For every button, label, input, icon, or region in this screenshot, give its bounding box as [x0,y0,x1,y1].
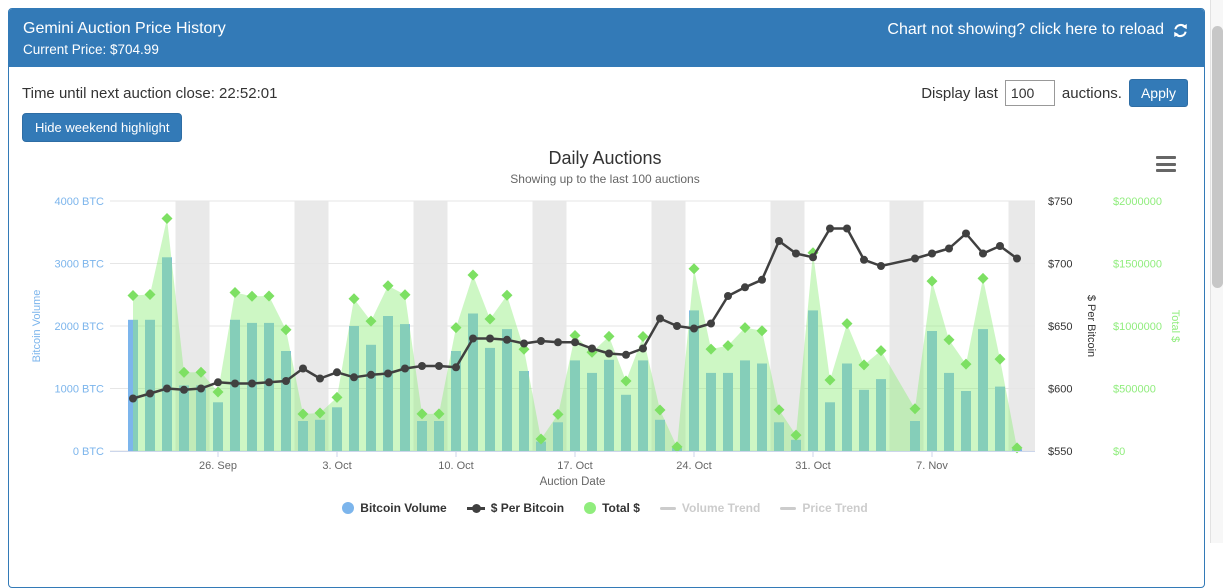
auctions-count-input[interactable] [1004,80,1055,106]
svg-text:$600: $600 [1048,384,1072,396]
hamburger-icon [1156,169,1176,172]
current-price: Current Price: $704.99 [23,42,159,57]
legend-item-bitcoin-volume[interactable]: Bitcoin Volume [342,501,447,515]
svg-text:$ Per Bitcoin: $ Per Bitcoin [1085,295,1097,357]
price-trend-marker-icon [780,506,797,510]
hamburger-icon [1156,156,1176,159]
svg-text:10. Oct: 10. Oct [438,460,473,472]
svg-text:31. Oct: 31. Oct [795,460,830,472]
svg-text:$700: $700 [1048,259,1072,271]
legend-item-price-trend[interactable]: Price Trend [780,501,868,515]
auctions-suffix-label: auctions. [1061,84,1122,102]
hide-weekend-button[interactable]: Hide weekend highlight [22,113,183,142]
svg-text:17. Oct: 17. Oct [557,460,592,472]
svg-text:$750: $750 [1048,196,1072,208]
chart-plot-area: 26. Sep 3. Oct 10. Oct 17. Oct 24. Oct 31. Oc… [31,196,1181,488]
svg-text:Bitcoin Volume: Bitcoin Volume [31,290,43,363]
svg-text:Total $: Total $ [1169,310,1181,342]
header-left: Gemini Auction Price History Current Pri… [23,18,226,59]
page-scrollbar[interactable] [1210,0,1223,543]
toolbar-row: Time until next auction close: 22:52:01 … [22,79,1188,107]
svg-text:$2000000: $2000000 [1113,196,1162,208]
reload-link[interactable]: Chart not showing? click here to reload [887,18,1190,42]
chart-title: Daily Auctions [548,148,662,168]
svg-text:2000 BTC: 2000 BTC [54,321,104,333]
legend-item-price-per-bitcoin[interactable]: $ Per Bitcoin [466,501,564,515]
legend-item-volume-trend[interactable]: Volume Trend [659,501,760,515]
svg-text:$500000: $500000 [1113,384,1156,396]
svg-text:$550: $550 [1048,446,1072,458]
price-line-marker-icon [466,503,485,513]
bitcoin-volume-marker-icon [342,502,355,514]
svg-text:3. Oct: 3. Oct [322,460,351,472]
display-last-label: Display last [921,84,998,102]
svg-text:$1500000: $1500000 [1113,259,1162,271]
chart-subtitle: Showing up to the last 100 auctions [510,172,700,186]
panel-header: Gemini Auction Price History Current Pri… [9,9,1204,67]
svg-text:0 BTC: 0 BTC [73,446,104,458]
display-last-control: Display last auctions. Apply [921,79,1188,107]
svg-text:3000 BTC: 3000 BTC [54,259,104,271]
main-panel: Gemini Auction Price History Current Pri… [8,8,1205,588]
chart-context-menu-button[interactable] [1156,156,1176,172]
chart-legend: Bitcoin Volume $ Per Bitcoin Total $ Vol… [10,501,1200,515]
daily-auctions-chart: Daily Auctions Showing up to the last 10… [10,146,1200,546]
svg-text:1000 BTC: 1000 BTC [54,384,104,396]
svg-text:$650: $650 [1048,321,1072,333]
hamburger-icon [1156,162,1176,166]
page-title: Gemini Auction Price History [23,20,226,37]
legend-item-total-dollars[interactable]: Total $ [584,501,640,515]
svg-text:$1000000: $1000000 [1113,321,1162,333]
reload-link-label: Chart not showing? click here to reload [887,21,1164,38]
volume-trend-marker-icon [659,506,676,510]
svg-text:26. Sep: 26. Sep [199,460,237,472]
refresh-icon [1171,21,1190,40]
svg-text:24. Oct: 24. Oct [676,460,711,472]
svg-text:Auction Date: Auction Date [540,476,606,488]
scrollbar-thumb[interactable] [1212,26,1223,288]
svg-text:$0: $0 [1113,446,1125,458]
auction-countdown: Time until next auction close: 22:52:01 [22,84,278,102]
apply-button[interactable]: Apply [1128,79,1188,107]
svg-text:7. Nov: 7. Nov [916,460,948,472]
svg-text:4000 BTC: 4000 BTC [54,196,104,208]
total-dollars-marker-icon [584,502,597,514]
